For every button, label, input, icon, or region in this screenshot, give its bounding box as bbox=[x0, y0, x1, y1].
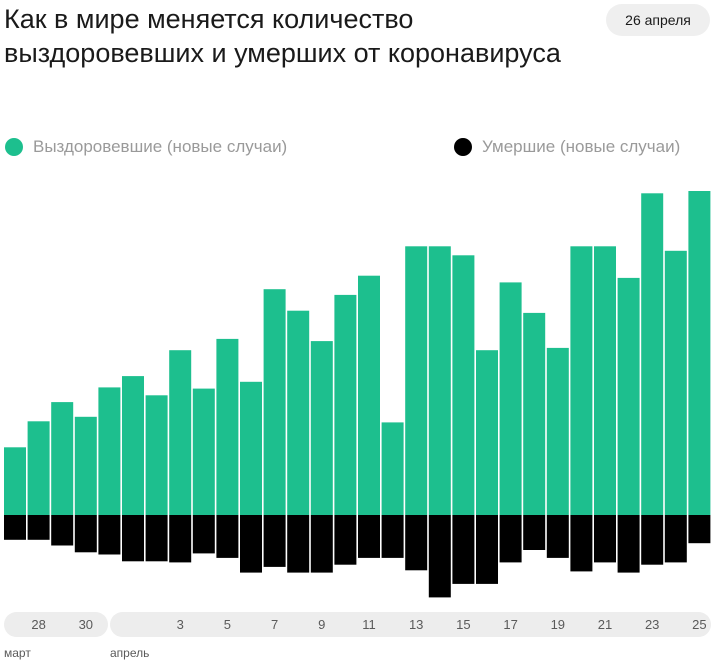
x-tick-label: 19 bbox=[550, 617, 566, 632]
bar-deaths-15 bbox=[452, 515, 475, 584]
chart-bars bbox=[4, 191, 711, 598]
bar-recovered-8 bbox=[287, 310, 310, 515]
bar-recovered-13 bbox=[405, 246, 428, 516]
axis-pill-march bbox=[4, 612, 108, 637]
bar-recovered-27 bbox=[4, 447, 26, 515]
bar-deaths-22 bbox=[617, 515, 640, 573]
bar-recovered-29 bbox=[51, 402, 74, 515]
bar-recovered-4 bbox=[192, 388, 215, 515]
x-tick-label: 21 bbox=[597, 617, 613, 632]
bar-deaths-7 bbox=[263, 515, 286, 567]
bar-recovered-24 bbox=[664, 250, 687, 516]
bar-deaths-4 bbox=[192, 515, 215, 554]
bar-deaths-6 bbox=[240, 515, 262, 573]
bar-recovered-16 bbox=[476, 350, 498, 515]
bar-deaths-31 bbox=[98, 515, 121, 555]
bar-recovered-7 bbox=[263, 289, 286, 515]
legend-item-recovered: Выздоровевшие (новые случаи) bbox=[5, 135, 287, 159]
bar-recovered-5 bbox=[216, 338, 239, 515]
bar-deaths-13 bbox=[405, 515, 428, 571]
x-tick-label: 25 bbox=[692, 617, 707, 632]
bar-deaths-5 bbox=[216, 515, 239, 558]
x-tick-label: 13 bbox=[408, 617, 424, 632]
bar-recovered-9 bbox=[310, 341, 333, 515]
bar-recovered-3 bbox=[169, 350, 192, 515]
bar-deaths-21 bbox=[594, 515, 616, 563]
bar-deaths-3 bbox=[169, 515, 192, 563]
legend-dot-deaths bbox=[454, 138, 472, 156]
bar-deaths-12 bbox=[381, 515, 404, 558]
x-tick-label: 3 bbox=[176, 617, 184, 632]
month-label-april: апрель bbox=[110, 646, 150, 660]
x-tick-label: 11 bbox=[362, 617, 376, 632]
bar-deaths-1 bbox=[122, 515, 144, 562]
x-tick-label: 7 bbox=[270, 617, 279, 632]
x-tick-label: 9 bbox=[318, 617, 326, 632]
bar-recovered-18 bbox=[523, 312, 546, 515]
bar-deaths-10 bbox=[334, 515, 357, 565]
x-tick-label: 23 bbox=[644, 617, 660, 632]
page-title: Как в мире меняется количество выздорове… bbox=[4, 4, 561, 68]
x-tick-label: 15 bbox=[456, 617, 471, 632]
bar-deaths-30 bbox=[74, 515, 97, 553]
bar-deaths-29 bbox=[51, 515, 74, 546]
legend-label-recovered: Выздоровевшие (новые случаи) bbox=[33, 137, 288, 156]
bar-deaths-14 bbox=[428, 515, 451, 598]
bar-recovered-2 bbox=[145, 395, 168, 515]
bar-recovered-30 bbox=[74, 416, 97, 515]
bar-deaths-16 bbox=[476, 515, 498, 584]
bar-deaths-9 bbox=[310, 515, 333, 573]
bar-deaths-2 bbox=[145, 515, 168, 562]
x-tick-label: 30 bbox=[78, 617, 94, 632]
bar-recovered-11 bbox=[358, 275, 380, 515]
bar-deaths-20 bbox=[570, 515, 593, 572]
bar-recovered-28 bbox=[27, 421, 50, 515]
bar-recovered-31 bbox=[98, 387, 121, 515]
bar-recovered-1 bbox=[122, 376, 144, 515]
bar-recovered-14 bbox=[428, 246, 451, 516]
month-label-march: март bbox=[4, 646, 31, 660]
bar-deaths-28 bbox=[27, 515, 50, 540]
legend-label-deaths: Умершие (новые случаи) bbox=[482, 137, 681, 156]
bar-deaths-17 bbox=[499, 515, 522, 563]
bar-recovered-19 bbox=[546, 347, 569, 515]
bar-recovered-10 bbox=[334, 294, 357, 515]
bar-deaths-19 bbox=[546, 515, 569, 558]
bar-deaths-24 bbox=[664, 515, 687, 563]
bar-recovered-12 bbox=[381, 422, 404, 515]
bar-recovered-15 bbox=[452, 255, 475, 516]
legend-item-deaths: Умершие (новые случаи) bbox=[454, 135, 680, 159]
bar-deaths-27 bbox=[4, 515, 26, 540]
bar-recovered-22 bbox=[617, 277, 640, 515]
bar-recovered-20 bbox=[570, 246, 593, 516]
legend-dot-recovered bbox=[5, 138, 23, 156]
bar-recovered-25 bbox=[688, 191, 711, 515]
bar-recovered-6 bbox=[240, 381, 262, 515]
bar-deaths-23 bbox=[641, 515, 664, 565]
bar-recovered-17 bbox=[499, 282, 522, 515]
bar-deaths-8 bbox=[287, 515, 310, 573]
x-tick-label: 17 bbox=[503, 617, 518, 632]
x-tick-label: 5 bbox=[223, 617, 231, 632]
bar-recovered-21 bbox=[594, 246, 616, 516]
axis-pill-april bbox=[110, 612, 711, 637]
bar-deaths-18 bbox=[523, 515, 546, 550]
bar-deaths-11 bbox=[358, 515, 380, 558]
date-badge: 26 апреля bbox=[606, 4, 710, 36]
bar-recovered-23 bbox=[641, 193, 664, 516]
bar-deaths-25 bbox=[688, 515, 711, 544]
x-tick-label: 28 bbox=[31, 617, 46, 632]
